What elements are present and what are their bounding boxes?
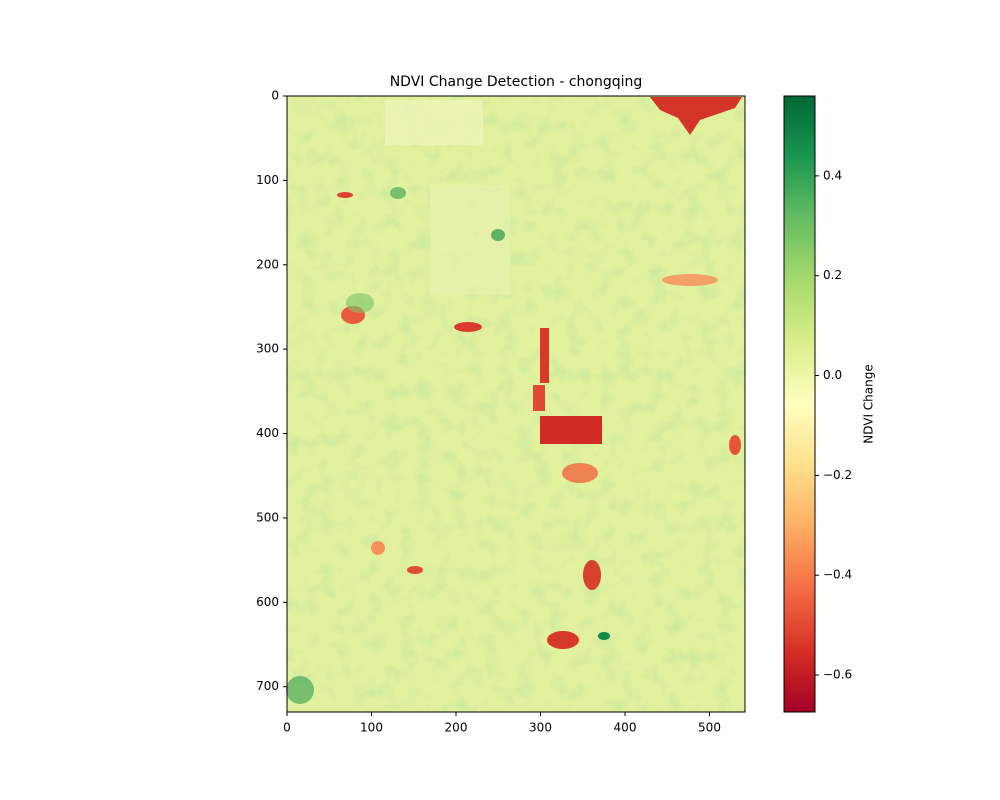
y-tick-label: 600	[256, 595, 279, 609]
colorbar-label: NDVI Change	[862, 364, 876, 444]
y-tick-label: 300	[256, 342, 279, 356]
y-tick-label: 100	[256, 173, 279, 187]
axes-frame	[286, 95, 746, 713]
colorbar-tick-label: 0.4	[823, 168, 842, 182]
chart-title: NDVI Change Detection - chongqing	[390, 74, 643, 90]
x-tick-label: 200	[445, 721, 468, 735]
colorbar-tick-label: −0.2	[823, 468, 852, 482]
y-tick-label: 0	[271, 89, 279, 103]
x-tick-label: 300	[529, 721, 552, 735]
y-tick-label: 700	[256, 679, 279, 693]
x-tick-label: 500	[698, 721, 721, 735]
y-tick-label: 200	[256, 257, 279, 271]
colorbar-tick-label: −0.6	[823, 668, 852, 682]
colorbar-tick-label: 0.2	[823, 268, 842, 282]
x-tick-label: 400	[614, 721, 637, 735]
colorbar-tick-label: 0.0	[823, 368, 842, 382]
colorbar-tick-label: −0.4	[823, 568, 852, 582]
y-tick-label: 500	[256, 510, 279, 524]
colorbar	[783, 95, 816, 713]
ndvi-image	[286, 96, 745, 712]
x-tick-label: 0	[283, 721, 291, 735]
x-tick-label: 100	[360, 721, 383, 735]
y-tick-label: 400	[256, 426, 279, 440]
